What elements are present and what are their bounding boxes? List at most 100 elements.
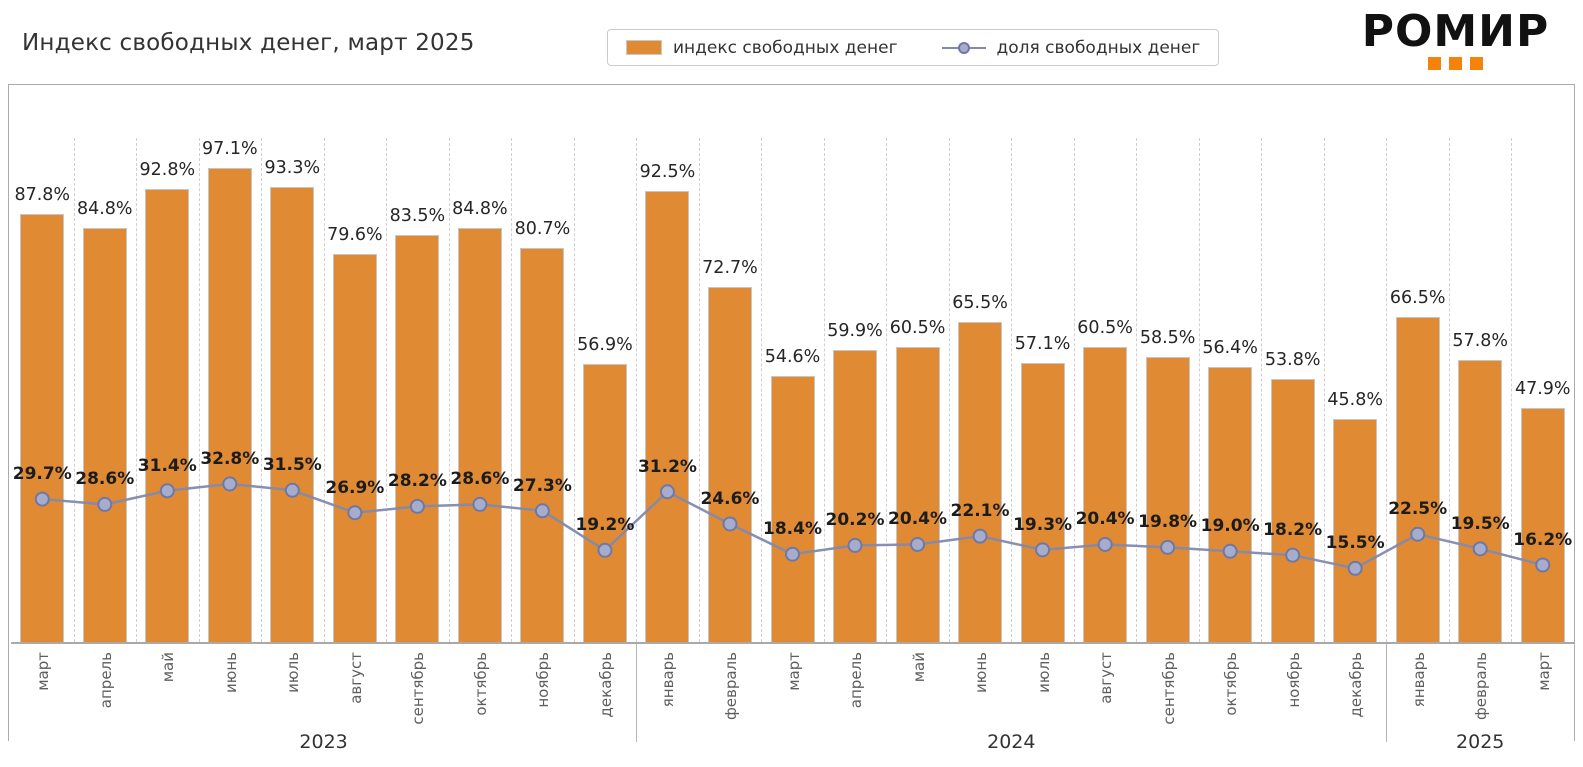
line-marker-август[interactable] (1097, 536, 1113, 552)
line-marker-декабрь[interactable] (597, 542, 613, 558)
line-marker-август[interactable] (347, 505, 363, 521)
line-marker-июль[interactable] (1035, 542, 1051, 558)
line-marker-октябрь[interactable] (1222, 543, 1238, 559)
bar-сентябрь[interactable] (395, 234, 440, 642)
legend-item-share[interactable]: доля свободных денег (941, 38, 1200, 58)
month-gridline (1511, 138, 1513, 642)
bar-декабрь[interactable] (582, 364, 627, 642)
bar-февраль[interactable] (707, 287, 752, 642)
line-marker-октябрь[interactable] (472, 496, 488, 512)
bar-июль[interactable] (270, 186, 315, 642)
line-marker-март[interactable] (1535, 557, 1551, 573)
bar-ноябрь[interactable] (520, 248, 565, 642)
line-value-label: 32.8% (200, 448, 260, 469)
month-gridline (1073, 138, 1075, 642)
romir-logo-dots-icon (1348, 57, 1563, 71)
month-gridline (448, 138, 450, 642)
line-value-label: 28.6% (75, 469, 135, 490)
x-tick-label: октябрь (471, 652, 490, 716)
bar-апрель[interactable] (82, 228, 127, 642)
line-marker-июль[interactable] (284, 482, 300, 498)
share-line-series (34, 476, 1551, 576)
month-gridline (1448, 138, 1450, 642)
bar-value-label: 87.8% (14, 184, 71, 205)
x-tick-label: январь (1409, 652, 1428, 708)
bar-май[interactable] (895, 346, 940, 642)
x-tick-label: август (346, 652, 365, 704)
line-marker-июнь[interactable] (972, 528, 988, 544)
x-tick-label: апрель (847, 652, 866, 709)
bar-июнь[interactable] (958, 322, 1003, 642)
bar-июль[interactable] (1020, 363, 1065, 642)
line-marker-ноябрь[interactable] (1285, 547, 1301, 563)
line-value-label: 28.6% (450, 469, 510, 490)
line-value-label: 20.2% (825, 510, 885, 531)
bar-февраль[interactable] (1458, 359, 1503, 642)
line-marker-апрель[interactable] (97, 496, 113, 512)
line-marker-март[interactable] (785, 546, 800, 562)
legend-item-index[interactable]: индекс свободных денег (626, 38, 898, 58)
month-gridline (73, 138, 75, 642)
line-marker-январь[interactable] (659, 484, 675, 500)
bar-май[interactable] (145, 189, 190, 642)
bar-value-label: 92.5% (639, 161, 696, 182)
line-marker-январь[interactable] (1410, 526, 1426, 542)
x-tick-label: март (1534, 652, 1553, 691)
bar-октябрь[interactable] (457, 228, 502, 642)
month-gridline (1136, 138, 1138, 642)
month-gridline (198, 138, 200, 642)
x-tick-label: февраль (721, 652, 740, 721)
x-tick-label: март (34, 652, 53, 691)
month-gridline (636, 138, 638, 642)
bar-декабрь[interactable] (1333, 418, 1378, 642)
header: Индекс свободных денег, март 2025 индекс… (0, 0, 1583, 84)
line-marker-май[interactable] (910, 536, 926, 552)
line-value-label: 22.1% (950, 501, 1010, 522)
legend: индекс свободных денег доля свободных де… (607, 29, 1220, 66)
bar-value-label: 97.1% (202, 139, 258, 160)
bar-ноябрь[interactable] (1270, 379, 1315, 642)
line-marker-сентябрь[interactable] (1160, 539, 1176, 555)
line-marker-март[interactable] (34, 491, 50, 507)
bar-сентябрь[interactable] (1145, 356, 1190, 642)
bar-value-label: 58.5% (1139, 327, 1196, 348)
chart-card: 87.8% 84.8% 92.8% 97.1% 93.3% 79.6% 83.5% 84.8%… (8, 84, 1575, 753)
line-value-label: 27.3% (512, 475, 572, 496)
bar-value-label: 60.5% (1077, 317, 1133, 338)
bar-value-label: 65.5% (952, 293, 1008, 314)
month-gridline (261, 138, 263, 642)
line-marker-ноябрь[interactable] (534, 503, 550, 519)
bar-value-label: 56.4% (1202, 337, 1258, 358)
bar-value-label: 84.8% (452, 199, 508, 220)
line-marker-февраль[interactable] (1472, 541, 1488, 557)
month-gridline (136, 138, 138, 642)
bar-июнь[interactable] (207, 168, 252, 642)
line-marker-май[interactable] (159, 483, 175, 499)
legend-item-index-label: индекс свободных денег (673, 37, 898, 58)
bar-январь[interactable] (1395, 317, 1440, 642)
line-value-label: 31.5% (262, 455, 322, 476)
bar-март[interactable] (20, 213, 65, 642)
line-value-label: 19.2% (575, 515, 635, 536)
bar-value-label: 93.3% (264, 157, 321, 178)
bar-январь[interactable] (645, 190, 690, 642)
line-marker-апрель[interactable] (847, 537, 863, 553)
bar-value-label: 83.5% (389, 205, 446, 226)
bar-октябрь[interactable] (1208, 366, 1253, 642)
bar-март[interactable] (1520, 408, 1565, 642)
x-tick-label: август (1097, 652, 1116, 704)
line-marker-сентябрь[interactable] (409, 498, 425, 514)
bar-март[interactable] (770, 375, 815, 642)
x-tick-label: ноябрь (1284, 652, 1303, 708)
line-marker-июнь[interactable] (222, 476, 238, 492)
bar-август[interactable] (332, 253, 377, 642)
month-gridline (698, 138, 700, 642)
line-value-label: 16.2% (1513, 529, 1573, 550)
bar-value-label: 84.8% (76, 199, 133, 220)
bar-value-label: 45.8% (1327, 389, 1383, 410)
line-marker-декабрь[interactable] (1347, 560, 1363, 576)
line-marker-февраль[interactable] (722, 516, 738, 532)
x-tick-label: июнь (221, 652, 240, 694)
bar-апрель[interactable] (833, 349, 878, 642)
bar-август[interactable] (1083, 346, 1128, 642)
